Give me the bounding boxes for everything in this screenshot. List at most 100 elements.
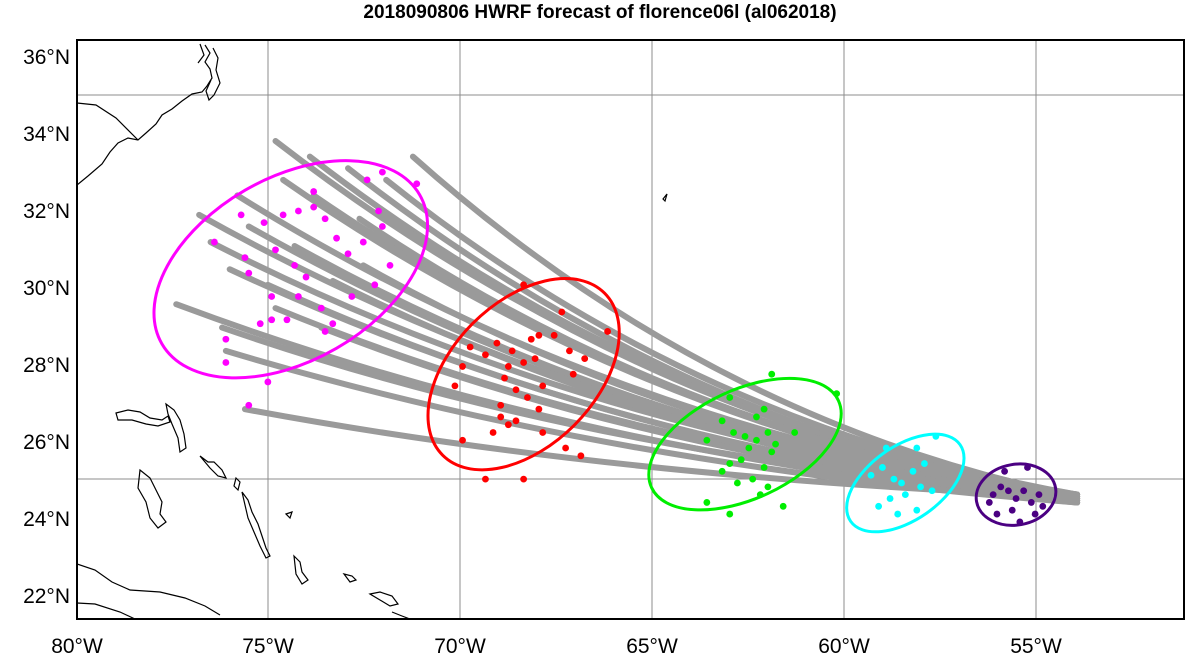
forecast-point: [733, 479, 741, 487]
forecast-point: [512, 417, 520, 425]
forecast-point: [268, 293, 276, 300]
island-acklins: [293, 554, 309, 585]
x-tick-70w: 70°W: [434, 635, 486, 657]
forecast-point: [378, 223, 386, 230]
forecast-point: [901, 491, 909, 499]
forecast-point: [359, 238, 367, 246]
track-line: [264, 281, 1081, 504]
forecast-point: [898, 479, 905, 487]
forecast-point: [291, 261, 298, 269]
forecast-point: [279, 211, 287, 219]
forecast-point: [1031, 510, 1039, 518]
forecast-point: [566, 347, 573, 355]
probability-ellipse: [845, 432, 966, 534]
forecast-point: [245, 269, 253, 277]
y-tick-26n: 26°N: [23, 431, 70, 454]
forecast-point: [886, 495, 894, 502]
probability-ellipses: [152, 159, 1058, 534]
forecast-point: [497, 413, 505, 421]
forecast-point: [501, 374, 508, 382]
x-tick-65w: 65°W: [626, 635, 678, 657]
island-turks: [368, 591, 400, 607]
forecast-point: [779, 502, 787, 510]
forecast-point: [520, 359, 528, 366]
forecast-point: [875, 502, 883, 510]
forecast-point: [867, 471, 875, 479]
island-exuma: [241, 491, 271, 559]
forecast-point: [1012, 495, 1020, 502]
forecast-point: [520, 475, 528, 483]
forecast-point: [917, 483, 925, 491]
forecast-point: [310, 203, 318, 211]
forecast-point: [527, 335, 535, 343]
forecast-point: [531, 355, 539, 363]
forecast-point: [604, 328, 611, 335]
forecast-point: [1005, 487, 1012, 495]
forecast-point: [222, 359, 230, 366]
forecast-point: [985, 499, 993, 506]
forecast-point: [791, 429, 799, 436]
forecast-point: [909, 467, 917, 475]
forecast-point: [894, 510, 902, 518]
forecast-point: [921, 460, 928, 467]
forecast-point: [237, 211, 245, 219]
forecast-point: [295, 293, 302, 300]
forecast-point: [989, 491, 997, 499]
island-cat: [233, 476, 241, 492]
forecast-point: [302, 273, 310, 281]
forecast-point: [1001, 467, 1008, 475]
forecast-point: [1035, 491, 1043, 499]
forecast-point: [1008, 506, 1016, 514]
forecast-point: [997, 483, 1005, 491]
forecast-point: [283, 316, 291, 324]
forecast-point: [451, 382, 459, 390]
forecast-point: [577, 452, 585, 460]
x-tick-55w: 55°W: [1010, 635, 1062, 657]
y-tick-24n: 24°N: [23, 508, 70, 531]
coastline-florida-tip: [77, 563, 221, 616]
forecast-point: [482, 475, 489, 483]
forecast-point: [718, 417, 726, 425]
forecast-point: [913, 506, 921, 514]
forecast-point: [333, 234, 340, 242]
forecast-point: [524, 394, 531, 401]
island-abaco: [165, 402, 187, 454]
probability-ellipse: [974, 462, 1058, 527]
forecast-point: [535, 405, 543, 413]
coastline-cuba: [77, 602, 136, 619]
forecast-point: [581, 355, 589, 363]
forecast-point: [321, 215, 329, 223]
forecast-point: [768, 370, 776, 378]
track-line: [280, 176, 1081, 504]
forecast-point: [512, 386, 520, 394]
forecast-point: [459, 436, 466, 444]
forecast-point: [726, 510, 734, 518]
forecast-point: [890, 475, 898, 483]
forecast-point: [260, 219, 268, 227]
forecast-point: [703, 499, 711, 506]
x-tick-75w: 75°W: [242, 635, 294, 657]
forecast-points: [211, 168, 1047, 526]
forecast-point: [726, 460, 734, 467]
y-axis-labels: 36°N 34°N 32°N 30°N 28°N 26°N 24°N 22°N: [23, 46, 70, 608]
x-tick-60w: 60°W: [818, 635, 870, 657]
forecast-point: [539, 382, 547, 390]
island-bermuda: [662, 193, 668, 203]
forecast-point: [539, 429, 547, 436]
forecast-point: [703, 436, 711, 444]
forecast-point: [482, 351, 489, 359]
forecast-point: [348, 293, 356, 300]
coastline-pamlico-sound: [205, 47, 221, 102]
forecast-point: [256, 320, 264, 328]
forecast-point: [745, 444, 753, 452]
forecast-point: [760, 405, 768, 413]
forecast-point: [753, 436, 760, 444]
forecast-point: [535, 331, 543, 339]
forecast-point: [466, 343, 474, 351]
forecast-point: [928, 487, 936, 495]
forecast-point: [764, 483, 772, 491]
forecast-point: [760, 464, 768, 471]
probability-ellipse: [647, 376, 843, 512]
forecast-point: [764, 429, 772, 436]
